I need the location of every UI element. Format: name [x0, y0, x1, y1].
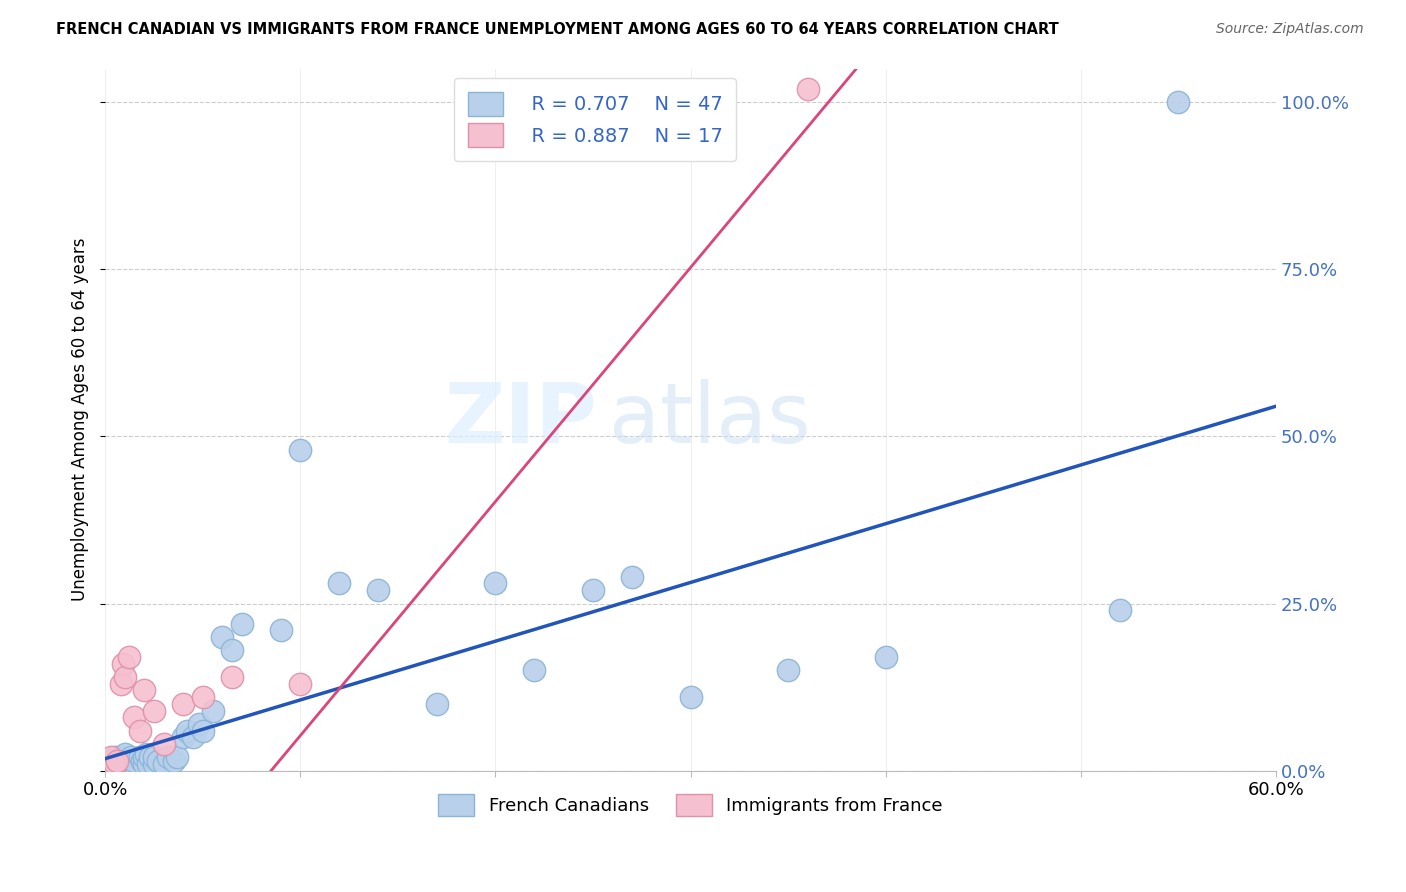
Point [221, 643, 243, 657]
Point [201, 704, 224, 718]
Point [191, 690, 214, 705]
Point [270, 624, 292, 638]
Point [176, 723, 198, 738]
Point [100, 757, 122, 772]
Point [231, 616, 253, 631]
Point [290, 677, 312, 691]
Point [110, 677, 132, 691]
Point [582, 583, 605, 598]
Point [621, 570, 644, 584]
Point [211, 630, 233, 644]
Point [156, 750, 179, 764]
Point [191, 723, 214, 738]
Point [143, 750, 166, 764]
Point [221, 670, 243, 684]
Point [778, 664, 800, 678]
Point [143, 704, 166, 718]
Point [131, 754, 153, 768]
Point [134, 750, 156, 764]
Point [104, 757, 127, 772]
Point [146, 754, 169, 768]
Text: FRENCH CANADIAN VS IMMIGRANTS FROM FRANCE UNEMPLOYMENT AMONG AGES 60 TO 64 YEARS: FRENCH CANADIAN VS IMMIGRANTS FROM FRANC… [56, 22, 1059, 37]
Point [114, 670, 136, 684]
Point [875, 650, 897, 665]
Point [139, 750, 162, 764]
Point [290, 442, 312, 457]
Point [484, 576, 506, 591]
Point [679, 690, 702, 705]
Point [114, 747, 136, 761]
Point [111, 657, 134, 671]
Text: Source: ZipAtlas.com: Source: ZipAtlas.com [1216, 22, 1364, 37]
Point [367, 583, 389, 598]
Y-axis label: Unemployment Among Ages 60 to 64 years: Unemployment Among Ages 60 to 64 years [72, 238, 89, 601]
Point [426, 697, 449, 711]
Point [108, 754, 131, 768]
Point [172, 697, 194, 711]
Point [117, 650, 139, 665]
Point [124, 754, 146, 768]
Point [135, 747, 157, 761]
Point [105, 754, 128, 768]
Point [162, 754, 184, 768]
Point [104, 750, 127, 764]
Point [328, 576, 350, 591]
Point [181, 731, 204, 745]
Point [166, 750, 188, 764]
Point [129, 750, 152, 764]
Point [124, 757, 146, 772]
Legend: French Canadians, Immigrants from France: French Canadians, Immigrants from France [429, 785, 952, 825]
Point [152, 737, 174, 751]
Point [100, 750, 122, 764]
Point [110, 750, 132, 764]
Point [1167, 95, 1189, 109]
Point [114, 757, 136, 772]
Point [129, 723, 152, 738]
Point [134, 683, 156, 698]
Point [143, 757, 166, 772]
Point [172, 731, 194, 745]
Point [152, 757, 174, 772]
Text: ZIP: ZIP [444, 379, 598, 460]
Point [134, 757, 156, 772]
Text: atlas: atlas [609, 379, 810, 460]
Point [136, 757, 159, 772]
Point [120, 750, 142, 764]
Point [117, 757, 139, 772]
Point [796, 81, 818, 95]
Point [187, 717, 209, 731]
Point [523, 664, 546, 678]
Point [124, 710, 146, 724]
Point [1108, 603, 1130, 617]
